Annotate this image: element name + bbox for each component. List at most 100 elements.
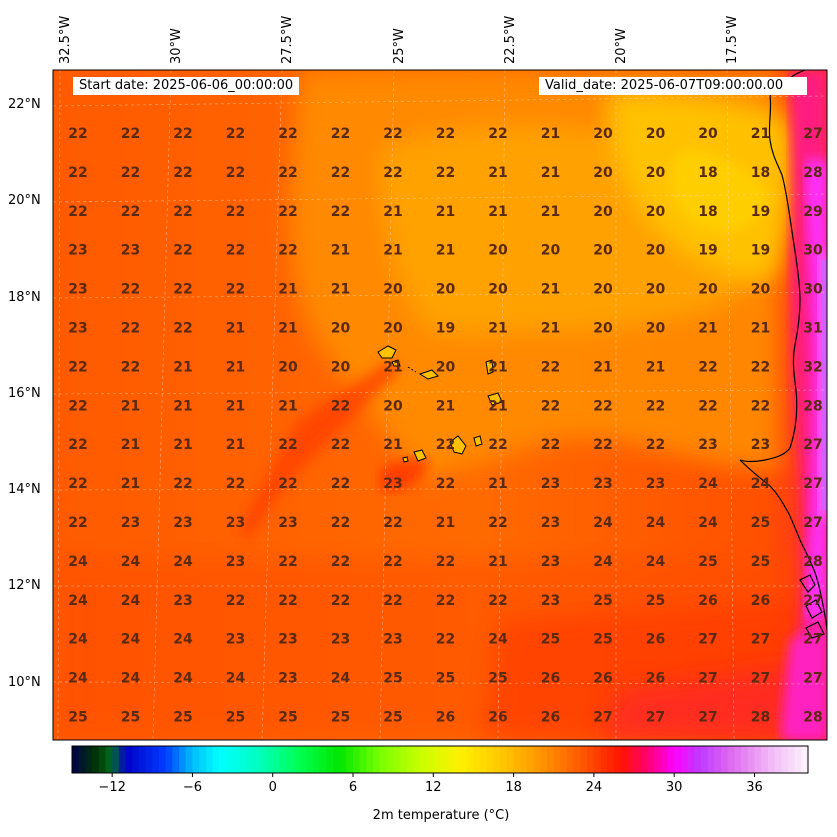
colorbar-segment [112, 746, 120, 773]
grid-value: 22 [278, 593, 297, 609]
grid-value: 26 [751, 593, 770, 609]
grid-value: 20 [751, 282, 771, 298]
grid-value: 20 [593, 321, 613, 337]
grid-value: 22 [383, 165, 402, 181]
colorbar-tick-label: −6 [182, 780, 203, 795]
colorbar-segment [125, 746, 133, 773]
grid-value: 21 [436, 243, 455, 259]
grid-value: 23 [541, 554, 560, 570]
grid-value: 21 [541, 282, 560, 298]
colorbar-segment [613, 746, 622, 773]
colorbar-segment [747, 746, 756, 773]
grid-value: 22 [646, 398, 665, 414]
grid-value: 21 [383, 437, 402, 453]
grid-value: 26 [646, 632, 665, 648]
grid-value: 21 [121, 398, 140, 414]
colorbar-segment [674, 746, 682, 773]
grid-value: 29 [803, 204, 822, 220]
grid-value: 22 [488, 515, 507, 531]
colorbar-segment [680, 746, 689, 773]
colorbar-segment [272, 746, 281, 773]
colorbar-segment [279, 746, 287, 773]
temperature-field [53, 70, 827, 740]
colorbar-segment [199, 746, 207, 773]
colorbar-segment [406, 746, 414, 773]
grid-value: 20 [646, 204, 666, 220]
colorbar-segment [440, 746, 448, 773]
grid-value: 22 [173, 126, 192, 142]
grid-value: 22 [278, 126, 297, 142]
colorbar-tick-label: 18 [505, 780, 522, 795]
grid-value: 20 [593, 282, 613, 298]
colorbar-segment [393, 746, 401, 773]
grid-value: 28 [803, 710, 822, 726]
colorbar-segment [560, 746, 568, 773]
grid-value: 24 [226, 671, 246, 687]
colorbar-segment [145, 746, 153, 773]
grid-value: 26 [541, 710, 560, 726]
colorbar-label: 2m temperature (°C) [372, 808, 510, 823]
colorbar-segment [92, 746, 100, 773]
grid-value: 20 [436, 282, 456, 298]
grid-value: 22 [121, 165, 140, 181]
grid-value: 23 [541, 515, 560, 531]
grid-value: 27 [751, 632, 770, 648]
grid-value: 21 [488, 476, 507, 492]
grid-value: 22 [331, 126, 350, 142]
grid-value: 20 [541, 243, 561, 259]
colorbar-segment [714, 746, 722, 773]
colorbar-segment [694, 746, 702, 773]
lat-label-20n: 20°N [8, 193, 41, 208]
grid-value: 23 [226, 632, 245, 648]
grid-value: 26 [436, 710, 455, 726]
colorbar-tick-label: 24 [585, 780, 603, 795]
grid-value: 21 [488, 204, 507, 220]
grid-value: 22 [383, 515, 402, 531]
grid-value: 22 [331, 554, 350, 570]
grid-value: 20 [331, 321, 351, 337]
grid-value: 25 [278, 710, 297, 726]
grid-value: 19 [751, 243, 770, 259]
colorbar-segment [219, 746, 227, 773]
colorbar-segment [118, 746, 127, 773]
colorbar-segment [419, 746, 428, 773]
grid-value: 21 [278, 282, 297, 298]
grid-value: 23 [383, 476, 402, 492]
colorbar-segment [513, 746, 521, 773]
grid-value: 27 [803, 476, 822, 492]
colorbar-segment [326, 746, 334, 773]
lon-label-22-5w: 22.5°W [503, 15, 518, 64]
grid-value: 27 [803, 671, 822, 687]
grid-value: 26 [593, 671, 612, 687]
grid-value: 22 [68, 359, 87, 375]
grid-value: 22 [121, 204, 140, 220]
colorbar-segment [754, 746, 762, 773]
grid-value: 25 [751, 515, 770, 531]
grid-value: 31 [803, 321, 822, 337]
grid-value: 22 [488, 437, 507, 453]
grid-value: 22 [68, 476, 87, 492]
grid-value: 21 [383, 243, 402, 259]
grid-value: 27 [803, 632, 822, 648]
grid-value: 23 [68, 321, 87, 337]
grid-value: 22 [226, 476, 245, 492]
lat-label-18n: 18°N [8, 290, 41, 305]
colorbar-segment [72, 746, 80, 773]
grid-value: 23 [278, 515, 297, 531]
grid-value: 21 [226, 321, 245, 337]
grid-value: 22 [68, 126, 87, 142]
grid-value: 21 [383, 359, 402, 375]
lat-label-16n: 16°N [8, 386, 41, 401]
grid-value: 22 [593, 437, 612, 453]
colorbar-segment [687, 746, 695, 773]
grid-value: 21 [698, 321, 717, 337]
grid-value: 21 [173, 359, 192, 375]
grid-value: 19 [436, 321, 455, 337]
colorbar-segment [158, 746, 167, 773]
grid-value: 21 [541, 165, 560, 181]
grid-value: 22 [278, 204, 297, 220]
grid-value: 30 [803, 282, 823, 298]
colorbar-tick-label: 6 [348, 780, 358, 795]
grid-value: 20 [383, 282, 403, 298]
